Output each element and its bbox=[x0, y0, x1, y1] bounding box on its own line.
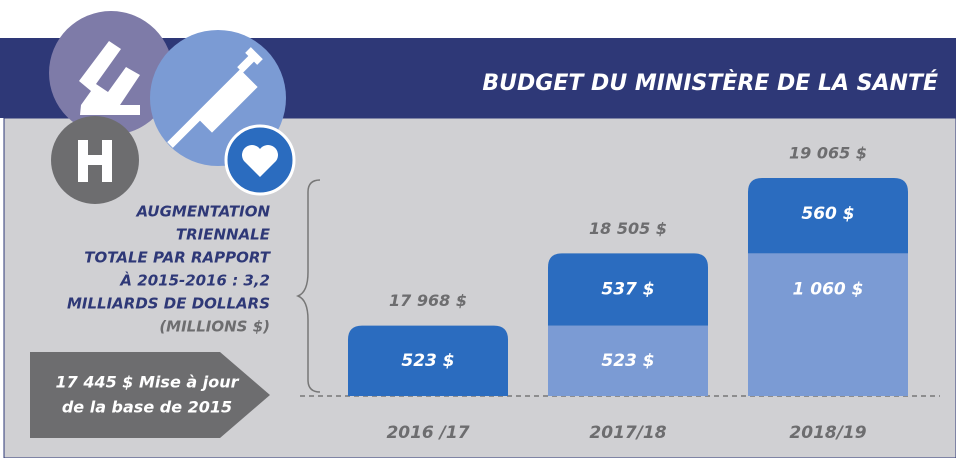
value-label: 523 $ bbox=[401, 351, 454, 371]
bar-segment bbox=[548, 253, 708, 326]
annotation-line: AUGMENTATION bbox=[135, 203, 270, 221]
x-tick-label: 2017/18 bbox=[589, 423, 666, 443]
total-label: 18 505 $ bbox=[589, 219, 667, 238]
icons bbox=[49, 11, 296, 204]
x-tick-label: 2016 /17 bbox=[386, 423, 469, 443]
annotation-note: (MILLIONS $) bbox=[159, 318, 270, 336]
annotation-line: TOTALE PAR RAPPORT bbox=[84, 249, 271, 267]
x-tick-label: 2018/19 bbox=[789, 423, 866, 443]
annotation-line: MILLIARDS DE DOLLARS bbox=[67, 295, 270, 313]
brace bbox=[295, 179, 321, 393]
bar-segment bbox=[548, 325, 708, 396]
bar-segment bbox=[748, 177, 908, 254]
value-label: 1 060 $ bbox=[793, 279, 864, 299]
total-label: 19 065 $ bbox=[789, 143, 867, 162]
value-label: 523 $ bbox=[601, 351, 654, 371]
annotation-line: À 2015-2016 : 3,2 bbox=[119, 271, 270, 290]
total-label: 17 968 $ bbox=[389, 291, 467, 310]
value-label: 560 $ bbox=[801, 204, 854, 224]
bar-segment bbox=[748, 253, 908, 396]
annotation-line: TRIENNALE bbox=[176, 226, 271, 244]
baseline-label: de la base de 2015 bbox=[62, 398, 232, 417]
baseline-arrow bbox=[30, 352, 270, 438]
chart-title: BUDGET DU MINISTÈRE DE LA SANTÉ bbox=[482, 70, 938, 96]
bar-segment bbox=[348, 325, 508, 396]
baseline-label: 17 445 $ Mise à jour bbox=[56, 373, 240, 392]
value-label: 537 $ bbox=[601, 279, 654, 299]
